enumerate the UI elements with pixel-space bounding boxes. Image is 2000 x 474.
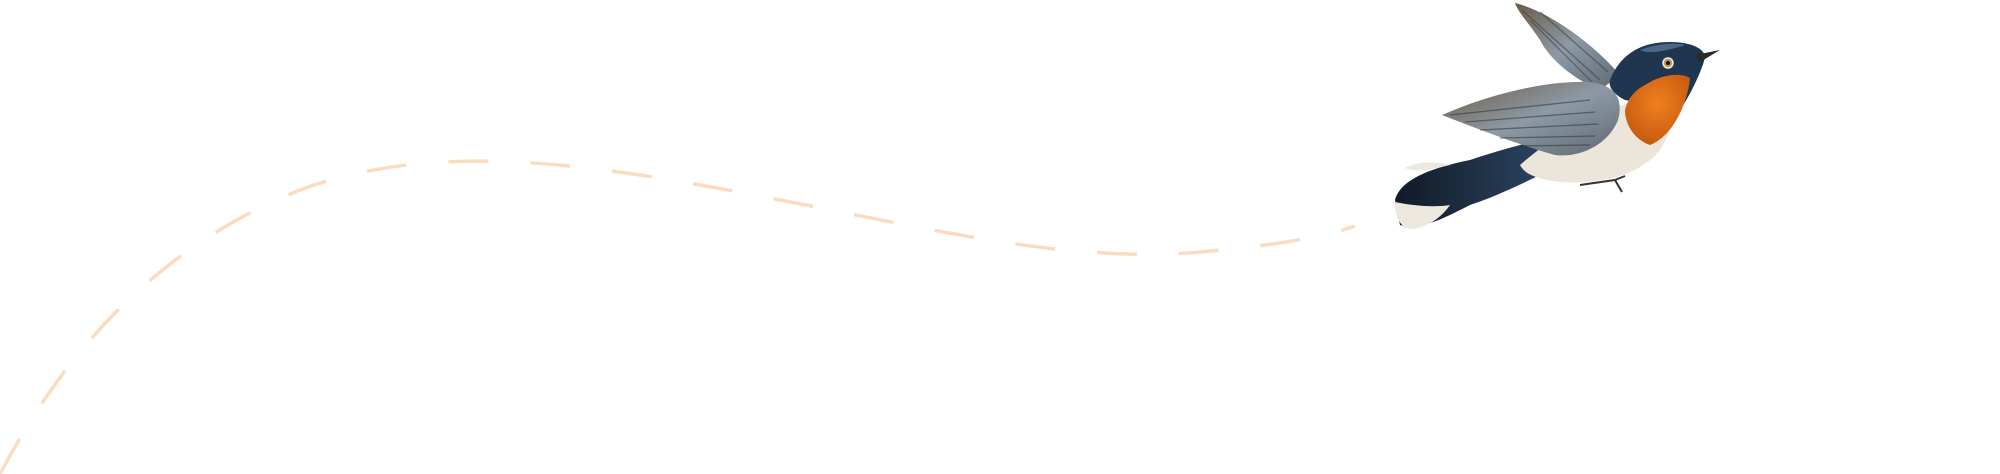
bird-beak [1695, 50, 1720, 62]
bird-feet [1579, 175, 1626, 193]
bird-icon [1394, 3, 1720, 229]
dashed-flight-path [0, 159, 1356, 474]
bird-tail-tips [1394, 202, 1450, 229]
bird-upper-wing [1515, 3, 1620, 90]
bird-lower-wing [1442, 81, 1620, 156]
bird-tail [1395, 140, 1560, 227]
bird-throat [1625, 74, 1690, 145]
